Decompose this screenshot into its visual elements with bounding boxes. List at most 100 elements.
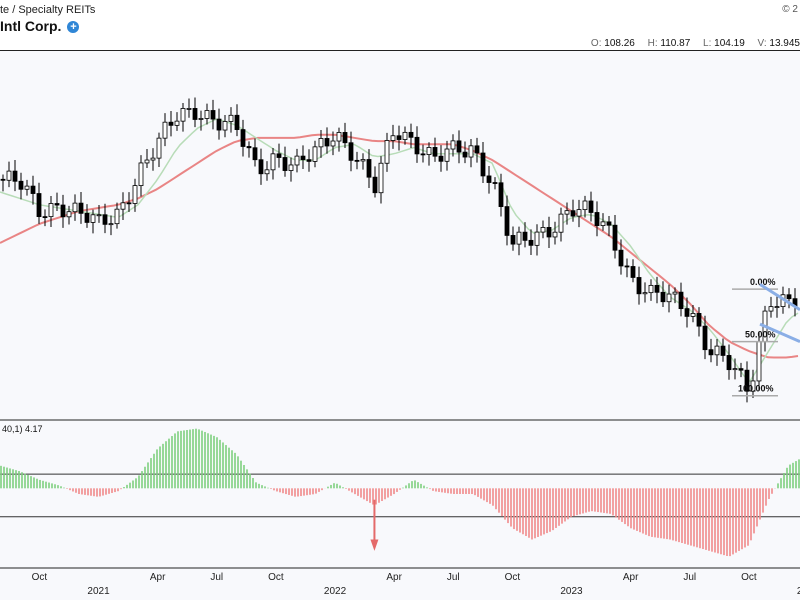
- candle-body: [504, 206, 510, 236]
- candle-body: [174, 120, 180, 126]
- candle: [156, 132, 162, 168]
- candle: [36, 182, 42, 224]
- candle: [576, 199, 582, 228]
- candle: [408, 123, 414, 148]
- candle-body: [240, 129, 246, 147]
- candle-body: [744, 369, 750, 392]
- ohlc-readout: O: 108.26 H: 110.87 L: 104.19 V: 13.945: [581, 38, 800, 49]
- candle: [540, 220, 546, 239]
- candle: [564, 202, 570, 225]
- candle: [702, 315, 708, 360]
- candle-body: [438, 155, 444, 162]
- candle-body: [210, 110, 216, 120]
- candle-body: [90, 214, 96, 223]
- candle: [258, 148, 264, 185]
- candle-body: [360, 159, 366, 162]
- candle-body: [480, 152, 486, 177]
- candle-body: [630, 266, 636, 278]
- plus-circle-icon[interactable]: +: [67, 21, 80, 33]
- candle-body: [228, 114, 234, 122]
- candle: [138, 155, 144, 197]
- candle: [240, 119, 246, 157]
- volume-key: V:: [757, 38, 767, 49]
- candle-body: [660, 291, 666, 303]
- candle: [510, 226, 516, 251]
- candle-body: [528, 239, 534, 246]
- candle: [168, 111, 174, 137]
- candle-body: [198, 118, 204, 120]
- candle-body: [300, 155, 306, 161]
- candle: [672, 287, 678, 304]
- candle: [300, 145, 306, 170]
- candle-body: [24, 185, 30, 190]
- x-tick-label: Jul: [210, 572, 223, 583]
- candle-body: [180, 108, 186, 122]
- candle-body: [624, 265, 630, 268]
- candle-body: [156, 137, 162, 159]
- candle: [150, 148, 156, 171]
- candle-body: [684, 308, 690, 317]
- candle: [396, 125, 402, 151]
- x-tick-label: Apr: [386, 572, 402, 583]
- candle-body: [564, 210, 570, 215]
- candle-body: [570, 210, 576, 217]
- candle-body: [690, 313, 696, 317]
- candle: [714, 338, 720, 366]
- candle: [486, 165, 492, 194]
- candle-body: [222, 121, 228, 131]
- candle: [420, 144, 426, 163]
- candle-body: [102, 214, 108, 225]
- ma-long-line: [0, 133, 799, 359]
- channel-lower-line: [759, 322, 800, 343]
- candle: [750, 369, 756, 398]
- candle: [522, 222, 528, 248]
- candle: [354, 151, 360, 170]
- candle: [228, 107, 234, 133]
- candle-body: [648, 284, 654, 294]
- candle-body: [390, 135, 396, 141]
- candle: [108, 215, 114, 236]
- candle-body: [354, 159, 360, 162]
- candle-body: [60, 204, 66, 218]
- x-tick-label: Apr: [623, 572, 639, 583]
- candle: [504, 195, 510, 246]
- candle: [426, 142, 432, 166]
- candle: [432, 137, 438, 162]
- candle: [126, 192, 132, 213]
- candle: [528, 229, 534, 256]
- candle-body: [162, 121, 168, 139]
- candle: [18, 172, 24, 200]
- candle: [372, 166, 378, 198]
- open-value: 108.26: [604, 38, 635, 49]
- candle-body: [738, 368, 744, 371]
- candle: [474, 137, 480, 163]
- candle-body: [282, 157, 288, 171]
- candle: [480, 142, 486, 183]
- candle: [648, 279, 654, 301]
- candle-body: [714, 345, 720, 356]
- candle-body: [462, 151, 468, 158]
- candle: [294, 148, 300, 173]
- candle-body: [114, 208, 120, 225]
- candle-body: [366, 159, 372, 178]
- candle-body: [192, 108, 198, 120]
- ma-short-line: [0, 118, 799, 383]
- candle-body: [120, 202, 126, 210]
- indicator-label: 40,1) 4.17: [2, 424, 43, 434]
- candle: [792, 288, 798, 317]
- candle-body: [618, 249, 624, 267]
- candle-body: [606, 221, 612, 226]
- candle-body: [234, 114, 240, 130]
- candle-body: [204, 110, 210, 119]
- candle: [684, 297, 690, 328]
- candle-body: [726, 355, 732, 371]
- candle-body: [96, 214, 102, 217]
- candle-body: [138, 162, 144, 187]
- candle: [312, 140, 318, 168]
- candle: [732, 358, 738, 380]
- candle-body: [48, 203, 54, 218]
- candle: [48, 195, 54, 227]
- candle-body: [72, 202, 78, 213]
- candle-body: [642, 292, 648, 295]
